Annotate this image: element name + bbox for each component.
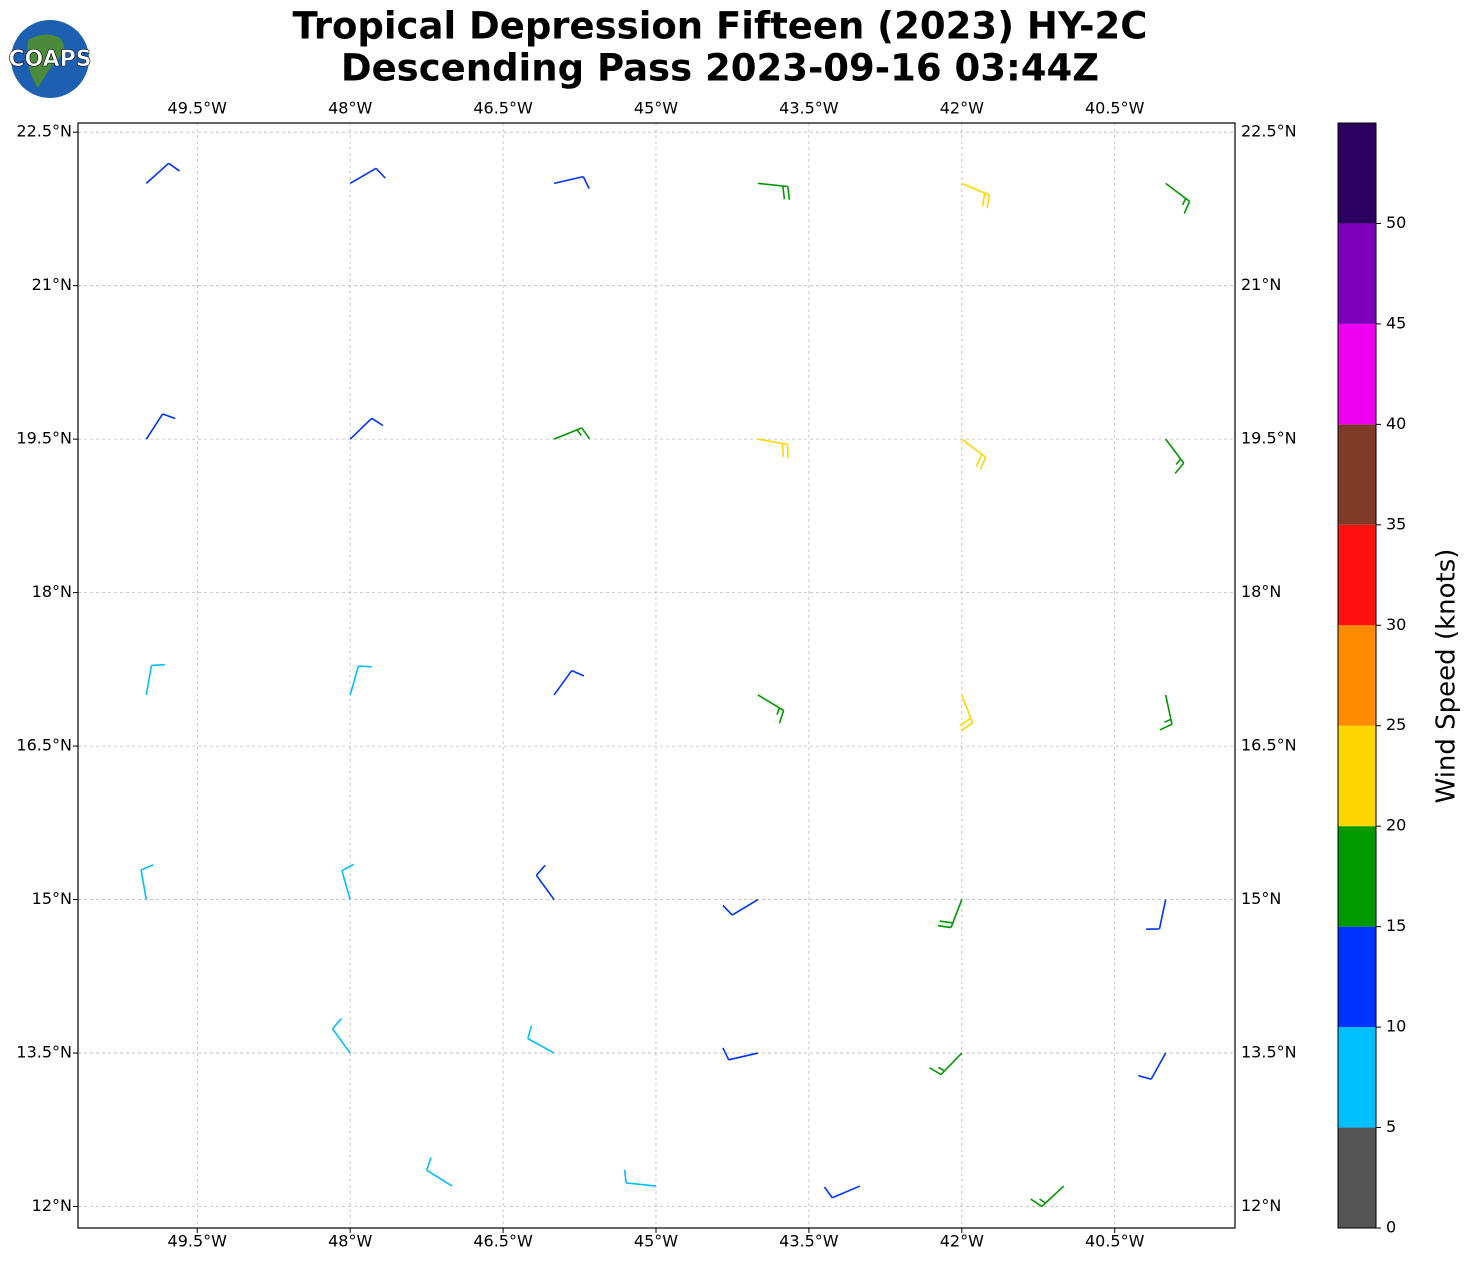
wind-barb (623, 1169, 657, 1187)
colorbar-tick-label: 10 (1386, 1017, 1406, 1036)
colorbar-bin (1338, 926, 1376, 1028)
x-tick-label-top: 48°W (328, 99, 372, 118)
chart-subtitle: Descending Pass 2023-09-16 03:44Z (341, 47, 1099, 90)
y-tick-label: 21°N (32, 275, 72, 294)
colorbar-tick-label: 0 (1386, 1218, 1396, 1237)
colorbar-bin (1338, 524, 1376, 626)
wind-barb (349, 665, 372, 696)
colorbar-bin (1338, 625, 1376, 726)
colorbar-bin (1338, 725, 1376, 827)
colorbar-bin (1338, 1027, 1376, 1128)
wind-barb (959, 694, 974, 732)
plot (78, 123, 1235, 1228)
x-tick-label-top: 49.5°W (168, 99, 228, 118)
wind-barb (1146, 899, 1167, 930)
x-tick-label: 48°W (328, 1232, 372, 1251)
plot-frame (77, 122, 1236, 1229)
colorbar-tick-label: 35 (1386, 514, 1406, 533)
wind-barb (937, 899, 963, 929)
x-tick-label-top: 45°W (634, 99, 678, 118)
y-tick-label-right: 13.5°N (1241, 1043, 1297, 1062)
x-tick-label: 42°W (940, 1232, 984, 1251)
x-tick-label: 49.5°W (168, 1232, 228, 1251)
chart-title: Tropical Depression Fifteen (2023) HY-2C (293, 5, 1148, 48)
x-tick-label: 45°W (634, 1232, 678, 1251)
wind-barb (331, 1018, 351, 1054)
colorbar-bin (1338, 123, 1376, 224)
wind-barb (961, 182, 991, 209)
wind-barb (1165, 438, 1185, 474)
logo-land (27, 34, 64, 88)
y-tick-label-right: 22.5°N (1241, 122, 1297, 141)
wind-barb (1138, 1052, 1167, 1081)
wind-barb (535, 864, 555, 901)
y-tick-label-right: 18°N (1241, 582, 1281, 601)
wind-barb (425, 1157, 453, 1187)
y-tick-label-right: 12°N (1241, 1196, 1281, 1215)
wind-barb (1165, 182, 1191, 214)
colorbar-tick-label: 45 (1386, 313, 1406, 332)
wind-barb (341, 863, 354, 900)
y-tick-label-right: 21°N (1241, 275, 1281, 294)
colorbar-tick-label: 40 (1386, 414, 1406, 433)
wind-barb (757, 438, 789, 458)
colorbar-tick-label: 15 (1386, 916, 1406, 935)
y-tick-label: 16.5°N (16, 736, 72, 755)
x-tick-label: 43.5°W (779, 1232, 839, 1251)
wind-barb (757, 694, 785, 724)
colorbar-tick-label: 20 (1386, 816, 1406, 835)
colorbar-tick-label: 5 (1386, 1117, 1396, 1136)
wind-barb (929, 1052, 963, 1076)
colorbar: 0 5 10 15 20 25 30 35 40 45 50 (1337, 122, 1406, 1237)
wind-barb (757, 182, 791, 200)
y-tick-label: 15°N (32, 889, 72, 908)
y-tick-label-right: 19.5°N (1241, 429, 1297, 448)
colorbar-label: Wind Speed (knots) (1432, 549, 1462, 804)
y-tick-label-right: 16.5°N (1241, 736, 1297, 755)
x-tick-label: 46.5°W (473, 1232, 533, 1251)
y-tick-label: 22.5°N (16, 122, 72, 141)
y-tick-label-right: 15°N (1241, 889, 1281, 908)
wind-barb (349, 167, 386, 185)
wind-barb (722, 898, 759, 916)
wind-barb (553, 427, 591, 440)
plot-area (78, 123, 1235, 1228)
colorbar-frame (1337, 122, 1377, 1229)
logo-text: COAPS (8, 47, 91, 72)
x-tick-label-top: 42°W (940, 99, 984, 118)
wind-barb (145, 413, 176, 440)
y-tick-label: 13.5°N (16, 1043, 72, 1062)
wind-barb (553, 175, 590, 189)
colorbar-bin (1338, 424, 1376, 525)
colorbar-tick-label: 50 (1386, 213, 1406, 232)
colorbar-bin (1338, 323, 1376, 425)
colorbar-bin (1338, 1127, 1376, 1228)
wind-barb (961, 438, 987, 470)
colorbar-tick-label: 25 (1386, 715, 1406, 734)
wind-barb (1159, 694, 1173, 731)
colorbar-tick-label: 30 (1386, 615, 1406, 634)
x-tick-label: 40.5°W (1085, 1232, 1145, 1251)
logo: COAPS (8, 20, 92, 98)
y-tick-label: 18°N (32, 582, 72, 601)
y-tick-label: 12°N (32, 1196, 72, 1215)
x-tick-label-top: 43.5°W (779, 99, 839, 118)
colorbar-bin (1338, 826, 1376, 927)
wind-barb (722, 1047, 759, 1061)
colorbar-bin (1338, 223, 1376, 324)
y-tick-label: 19.5°N (16, 429, 72, 448)
wind-barb (1030, 1185, 1065, 1208)
x-tick-label-top: 46.5°W (473, 99, 533, 118)
wind-barb (145, 663, 165, 696)
wind-barb (145, 162, 180, 184)
wind-barb (823, 1185, 861, 1199)
wind-barb (140, 864, 154, 900)
wind-barb (349, 417, 384, 440)
x-tick-label-top: 40.5°W (1085, 99, 1145, 118)
wind-barb (527, 1025, 555, 1054)
wind-barb (553, 669, 585, 696)
